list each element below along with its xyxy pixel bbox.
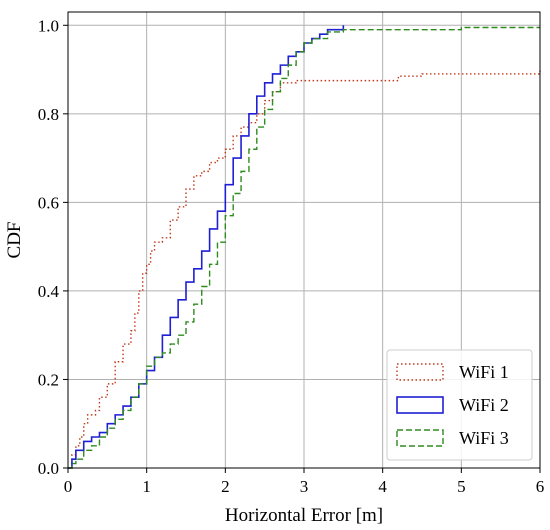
y-tick-label-4: 0.8 (38, 105, 59, 124)
y-tick-label-2: 0.4 (38, 282, 60, 301)
x-tick-label-3: 3 (300, 477, 309, 496)
legend-box (386, 349, 533, 461)
legend-label-1: WiFi 1 (459, 362, 509, 382)
legend-handle-1 (396, 363, 444, 381)
x-tick-label-4: 4 (378, 477, 387, 496)
y-tick-label-3: 0.6 (38, 193, 59, 212)
x-tick-label-0: 0 (64, 477, 73, 496)
y-tick-label-5: 1.0 (38, 16, 59, 35)
legend-handle-3 (396, 429, 444, 447)
y-tick-label-0: 0.0 (38, 459, 59, 478)
legend-label-3: WiFi 3 (459, 428, 509, 448)
series-lines (68, 25, 541, 469)
series-line-3 (68, 26, 540, 469)
legend: WiFi 1 WiFi 2 WiFi 3 (386, 349, 533, 461)
legend-handle-2 (396, 396, 444, 414)
series-line-2 (68, 25, 345, 469)
x-tick-label-6: 6 (536, 477, 545, 496)
x-tick-label-2: 2 (221, 477, 230, 496)
x-tick-label-1: 1 (142, 477, 151, 496)
y-axis-label: CDF (4, 222, 25, 259)
x-tick-label-5: 5 (457, 477, 466, 496)
y-tick-label-1: 0.2 (38, 370, 59, 389)
x-axis-label: Horizontal Error [m] (225, 505, 383, 526)
grid (67, 12, 541, 469)
legend-label-2: WiFi 2 (459, 395, 509, 415)
axis-ticks: 0 1 2 3 4 5 6 0.0 0.2 0.4 0.6 0.8 1.0 (38, 16, 545, 496)
